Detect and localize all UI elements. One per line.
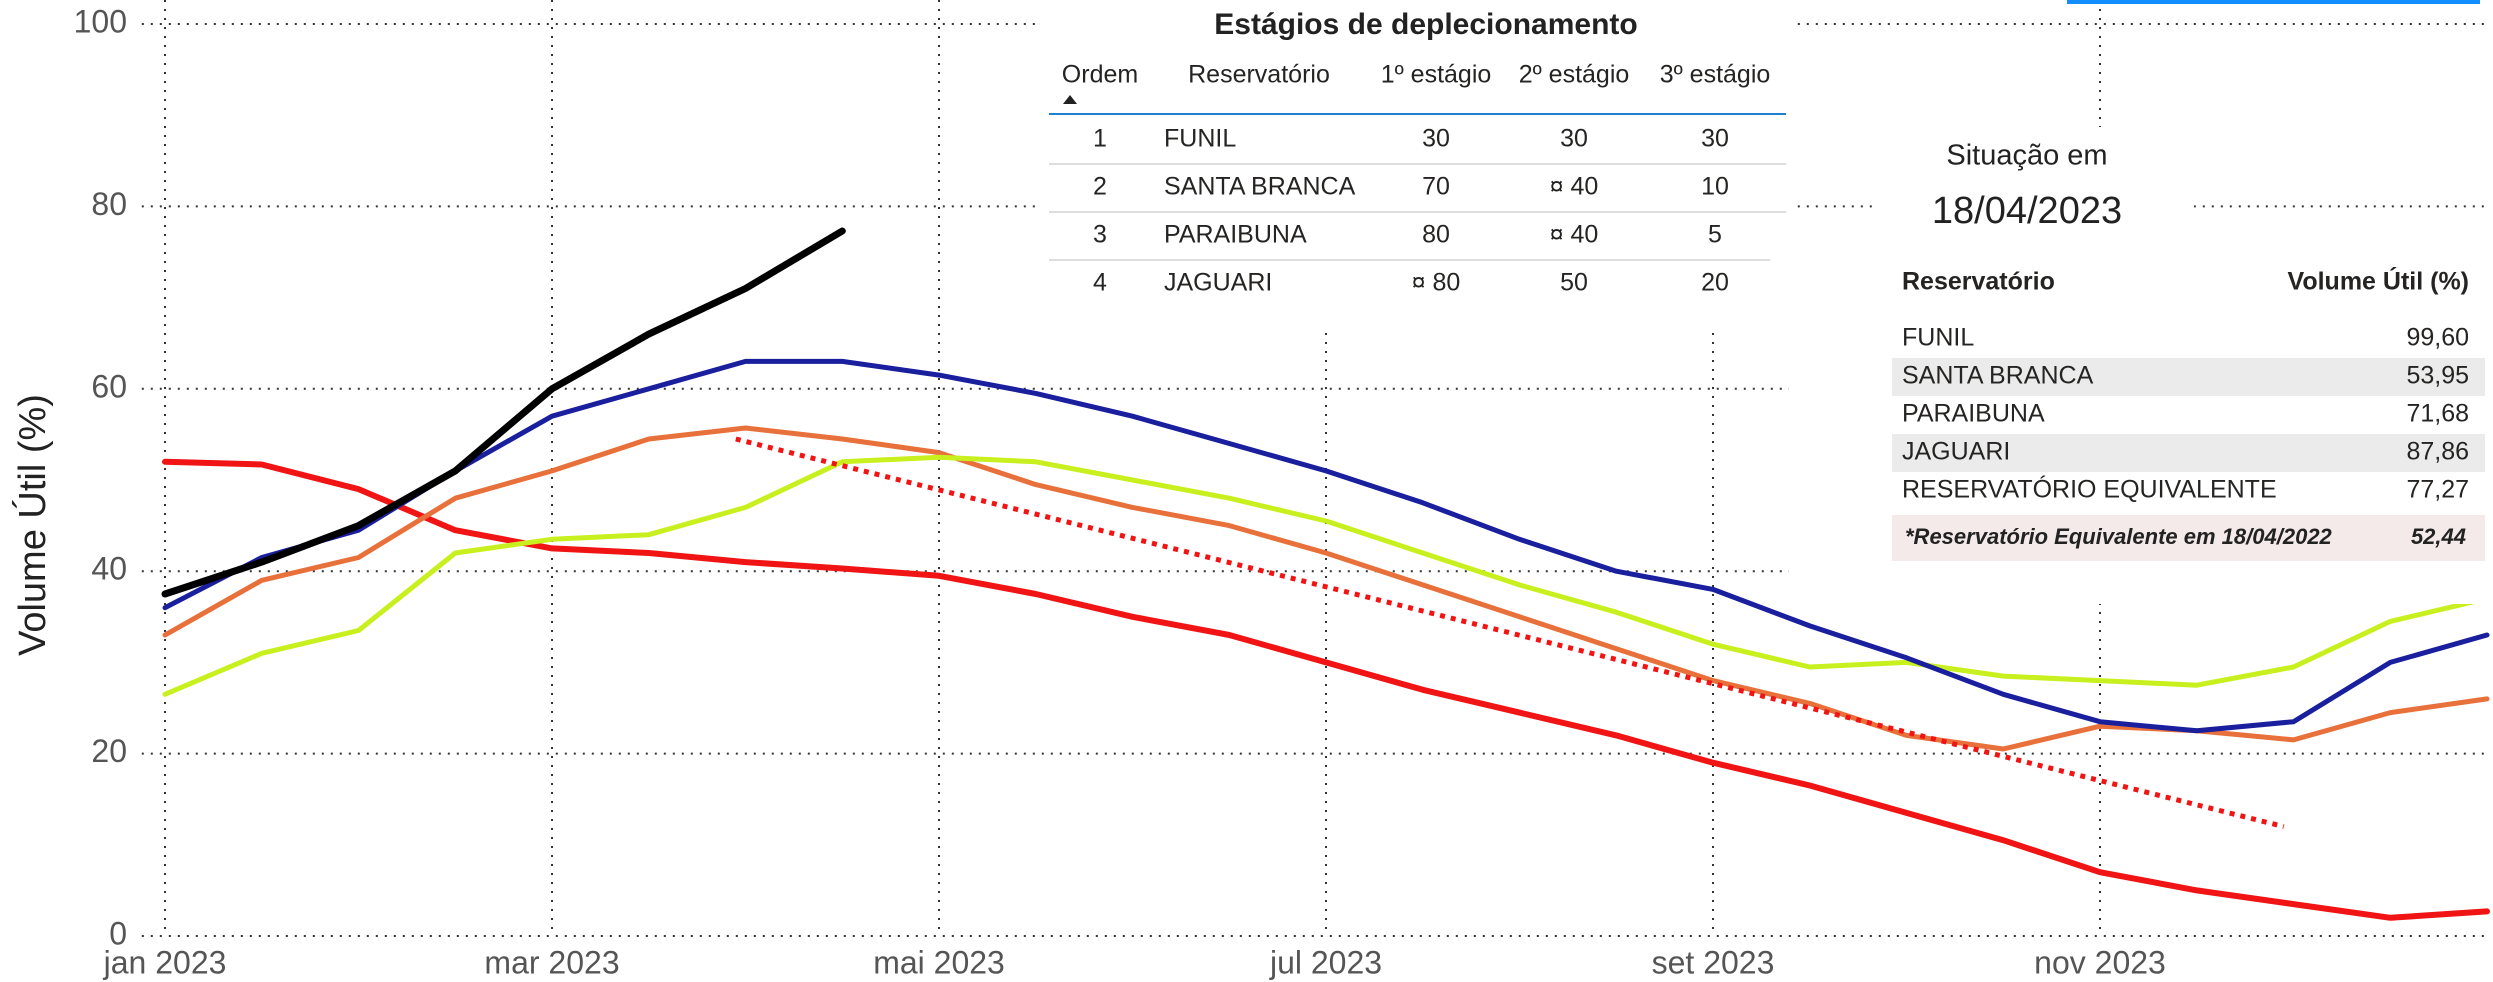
situation-date: 18/04/2023: [1932, 190, 2122, 232]
table-cell: 99,60: [2406, 324, 2469, 352]
table-title: Estágios de deplecionamento: [1214, 8, 1637, 41]
y-tick-label: 60: [91, 368, 127, 404]
table-cell: ¤ 80: [1412, 269, 1461, 297]
table-cell: JAGUARI: [1902, 438, 2010, 466]
table-cell: 77,27: [2406, 476, 2469, 504]
x-tick-label: jul 2023: [1269, 944, 1382, 980]
x-tick-label: jan 2023: [103, 944, 227, 980]
table-cell: PARAIBUNA: [1902, 400, 2045, 428]
table-cell: PARAIBUNA: [1164, 221, 1307, 249]
table-cell: FUNIL: [1164, 125, 1236, 153]
column-header: 2º estágio: [1519, 61, 1630, 89]
table-cell: 50: [1560, 269, 1588, 297]
y-tick-label: 0: [109, 915, 127, 951]
table-cell: RESERVATÓRIO EQUIVALENTE: [1902, 475, 2277, 504]
y-tick-label: 80: [91, 186, 127, 222]
table-cell: 30: [1701, 125, 1729, 153]
series-line: [162, 458, 2490, 921]
y-axis-label: Volume Útil (%): [11, 394, 54, 656]
column-header: Volume Útil (%): [2288, 266, 2469, 296]
situation-title: Situação em: [1946, 140, 2107, 172]
table-cell: 53,95: [2406, 362, 2469, 390]
footnote: 52,44: [2411, 524, 2466, 549]
column-header: 3º estágio: [1660, 61, 1771, 89]
series-line: [162, 425, 2490, 752]
axes: Volume Útil (%) 0 20 40 60 80 100 jan 2023 mar …: [11, 3, 2166, 980]
sort-arrow: [1063, 95, 1077, 104]
table-cell: 1: [1093, 125, 1107, 153]
lines: [161, 227, 2490, 921]
table-cell: 30: [1422, 125, 1450, 153]
x-tick-label: set 2023: [1652, 944, 1775, 980]
table-cell: FUNIL: [1902, 324, 1974, 352]
row-background: [1892, 434, 2485, 472]
table-cell: 5: [1708, 221, 1722, 249]
table-cell: 70: [1422, 173, 1450, 201]
accent-bar: [2067, 0, 2480, 4]
table-cell: SANTA BRANCA: [1902, 362, 2094, 390]
series-line: [161, 227, 846, 598]
column-header: Reservatório: [1902, 268, 2055, 296]
table-cell: 3: [1093, 221, 1107, 249]
table-cell: 4: [1093, 269, 1107, 297]
column-header: 1º estágio: [1381, 61, 1492, 89]
y-tick-label: 100: [74, 3, 127, 39]
table-cell: 20: [1701, 269, 1729, 297]
footnote-background: [1892, 515, 2485, 561]
x-tick-label: mar 2023: [484, 944, 619, 980]
column-header: Reservatório: [1188, 61, 1330, 89]
series-line: [162, 358, 2490, 734]
column-header: Ordem: [1062, 61, 1138, 89]
situation-panel: Situação em 18/04/2023 Reservatório Volum…: [1789, 127, 2493, 604]
y-tick-label: 20: [91, 733, 127, 769]
y-tick-label: 40: [91, 551, 127, 587]
trend-line: [735, 436, 2285, 830]
x-tick-label: mai 2023: [873, 944, 1005, 980]
table-cell: 71,68: [2406, 400, 2469, 428]
table-cell: 2: [1093, 173, 1107, 201]
panel-background: [1876, 127, 2194, 254]
table-cell: ¤ 40: [1550, 173, 1599, 201]
table-cell: JAGUARI: [1164, 269, 1272, 297]
x-tick-label: nov 2023: [2034, 944, 2166, 980]
table-cell: ¤ 40: [1550, 221, 1599, 249]
table-cell: SANTA BRANCA: [1164, 173, 1356, 201]
row-background: [1892, 358, 2485, 396]
depletion-table: Estágios de deplecionamento Ordem Reserva…: [1041, 0, 1797, 330]
table-cell: 87,86: [2406, 438, 2469, 466]
table-cell: 10: [1701, 173, 1729, 201]
table-cell: 30: [1560, 125, 1588, 153]
table-cell: 80: [1422, 221, 1450, 249]
footnote: *Reservatório Equivalente em 18/04/2022: [1905, 524, 2333, 549]
series-line: [162, 454, 2490, 697]
